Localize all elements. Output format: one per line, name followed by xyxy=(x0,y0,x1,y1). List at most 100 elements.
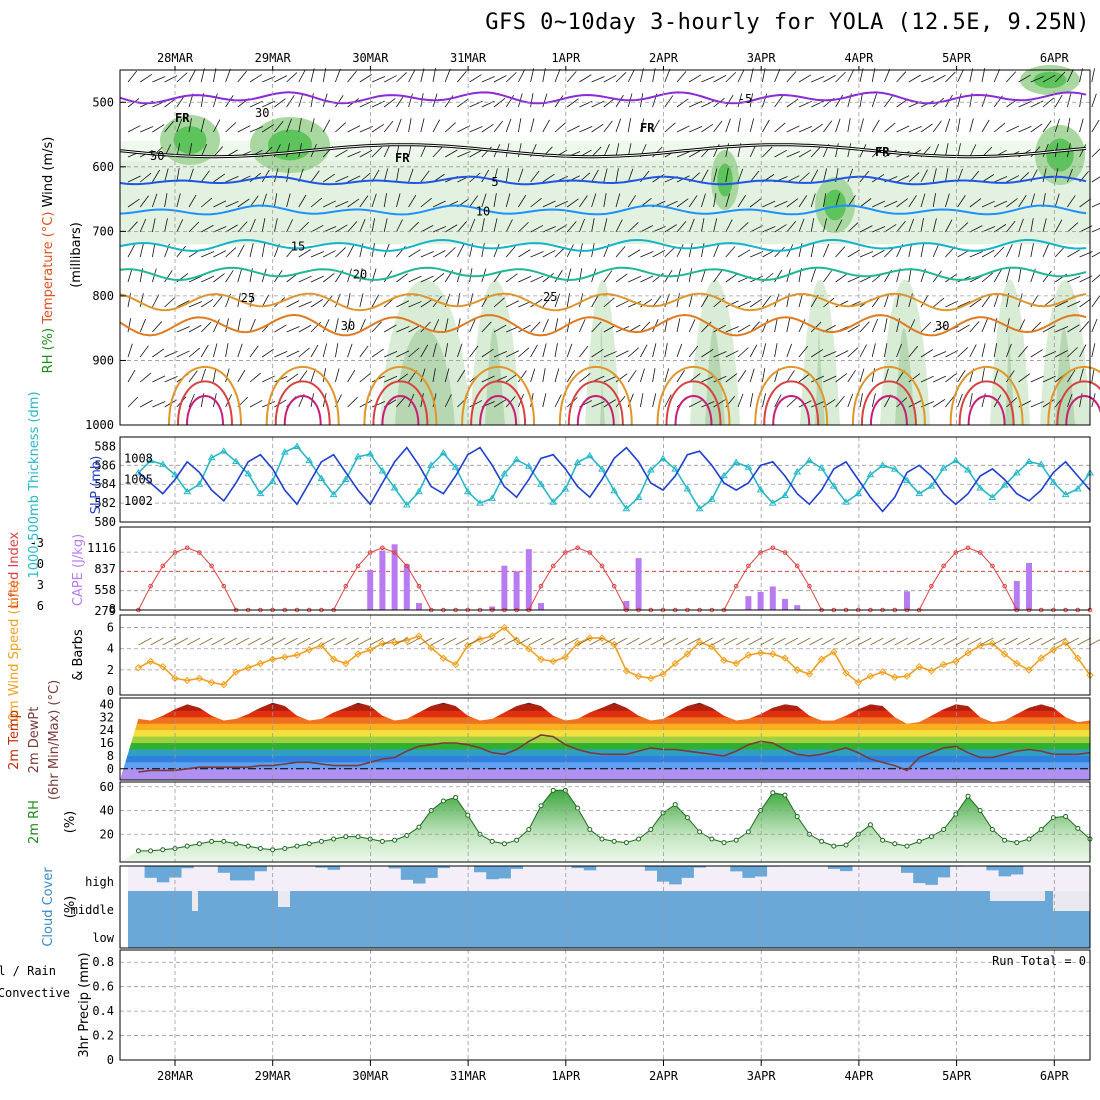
rh-point xyxy=(233,841,239,847)
wind-barb xyxy=(811,76,825,83)
wind-barb xyxy=(420,225,434,233)
wind-barb xyxy=(725,94,734,108)
surface-barb xyxy=(821,637,835,646)
wind-barb xyxy=(591,401,605,408)
wind-barb xyxy=(152,321,163,333)
surface-barb xyxy=(150,637,164,646)
wind-barb xyxy=(932,297,945,308)
cloud-gap xyxy=(278,891,290,907)
wind-barb xyxy=(286,118,292,133)
wind-barb xyxy=(396,396,406,408)
axis-title: (%) xyxy=(63,896,78,919)
wind-barb xyxy=(1067,300,1081,308)
wind-barb xyxy=(615,72,627,83)
wind-barb xyxy=(274,168,279,183)
wind-barb xyxy=(579,345,589,358)
wind-point xyxy=(598,634,606,642)
wind-barb xyxy=(298,118,302,133)
wind-barb xyxy=(859,393,863,408)
surface-barb xyxy=(943,637,957,646)
wind-point xyxy=(329,655,338,663)
rh-point xyxy=(355,834,361,840)
wind-barb xyxy=(140,126,154,133)
wind-barb xyxy=(689,400,702,408)
rh-point xyxy=(928,834,934,840)
wind-barb xyxy=(774,269,783,283)
thickness-point xyxy=(646,466,655,473)
rh-point xyxy=(379,838,385,844)
axis-title: 3hr Precip (mm) xyxy=(77,952,92,1057)
wind-barb xyxy=(176,219,184,233)
wind-panel xyxy=(119,614,1091,696)
wind-barb xyxy=(615,396,626,408)
wind-barb xyxy=(1067,324,1080,333)
li-point xyxy=(355,563,361,569)
wind-barb xyxy=(932,120,942,133)
wind-barb xyxy=(1042,244,1049,258)
li-tick: 6 xyxy=(37,599,44,613)
wind-barb xyxy=(347,151,361,158)
wind-barb xyxy=(1042,120,1052,133)
wind-barb xyxy=(444,368,450,383)
wind-barb xyxy=(1042,270,1052,283)
wind-point xyxy=(305,646,313,654)
surface-barb xyxy=(382,637,396,646)
wind-barb xyxy=(176,245,186,258)
thickness-panel xyxy=(119,436,1091,523)
high-cloud-bar xyxy=(486,866,499,880)
wind-barb xyxy=(627,222,639,233)
wind-barb xyxy=(1054,94,1063,108)
wind-barb xyxy=(444,95,454,108)
wind-barb xyxy=(542,226,556,233)
wind-barb xyxy=(396,350,410,358)
wind-barb xyxy=(1055,326,1069,333)
wind-barb xyxy=(1079,298,1092,308)
thickness-point xyxy=(171,470,179,478)
wind-barb xyxy=(396,273,408,283)
wind-barb xyxy=(932,168,937,183)
wind-barb xyxy=(835,395,845,408)
wind-point xyxy=(342,659,350,668)
wind-barb xyxy=(554,200,568,208)
wind-barb xyxy=(1018,346,1028,358)
wind-ylabel: 10m Wind Speed (m/s) xyxy=(7,581,22,730)
rh-tick: 60 xyxy=(100,780,114,794)
isotherm-loop xyxy=(461,365,536,426)
wind-barb xyxy=(505,396,516,408)
wind-barb xyxy=(1042,168,1047,183)
isotherm-loop xyxy=(274,380,331,426)
rh-point xyxy=(880,837,886,843)
wind-barb xyxy=(603,168,608,183)
isotherm-loop xyxy=(772,395,811,426)
surface-barb xyxy=(528,637,543,646)
wind-barb xyxy=(322,173,335,183)
thickness-point xyxy=(1025,457,1033,465)
wind-barb xyxy=(127,343,133,358)
wind-barb xyxy=(481,321,492,333)
wind-barb xyxy=(786,198,799,208)
date-label-top: 4APR xyxy=(844,51,874,65)
cape-tick: 558 xyxy=(94,583,116,597)
wind-barb xyxy=(786,151,800,158)
thickness-point xyxy=(866,470,875,478)
wind-point xyxy=(1074,654,1082,662)
high-cloud-bar xyxy=(827,866,841,869)
wind-barb xyxy=(932,193,936,208)
wind-barb xyxy=(298,347,310,358)
wind-barb xyxy=(920,123,933,133)
wind-barb xyxy=(554,318,559,333)
thickness-point xyxy=(1049,478,1058,485)
wind-barb xyxy=(786,98,799,108)
high-cloud-bar xyxy=(669,866,682,885)
wind-barb xyxy=(444,149,458,158)
thickness-point xyxy=(561,484,570,492)
isotherm-label: 5 xyxy=(491,175,498,189)
surface-barb xyxy=(565,637,579,646)
wind-barb xyxy=(1006,244,1013,258)
wind-barb xyxy=(981,343,986,358)
wind-barb xyxy=(737,347,749,358)
wind-barb xyxy=(908,218,915,233)
li-point xyxy=(575,545,580,551)
wind-point xyxy=(146,657,155,666)
isotherm-label: 25 xyxy=(241,291,255,305)
